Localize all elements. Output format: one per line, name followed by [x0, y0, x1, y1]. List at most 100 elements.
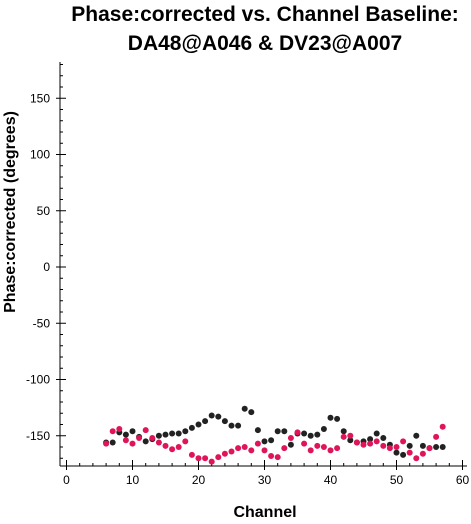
data-point	[307, 447, 314, 454]
x-tick-label: 20	[192, 473, 206, 487]
data-point	[274, 454, 281, 461]
data-point	[142, 438, 149, 445]
data-point	[419, 450, 426, 457]
data-point	[327, 447, 334, 454]
data-point	[155, 439, 162, 446]
data-point	[155, 432, 162, 439]
data-point	[406, 442, 413, 449]
x-tick-label: 60	[456, 473, 470, 487]
x-tick-label: 40	[324, 473, 338, 487]
data-point	[287, 435, 294, 441]
data-point	[400, 438, 407, 445]
data-point	[169, 430, 176, 437]
x-axis-label: Channel	[233, 504, 297, 521]
data-point	[142, 427, 149, 434]
data-point	[307, 432, 314, 439]
data-point	[162, 442, 169, 449]
data-point	[208, 412, 215, 419]
data-point	[109, 428, 116, 435]
axes	[59, 62, 467, 467]
data-point	[281, 445, 288, 452]
data-point	[433, 444, 440, 450]
data-series-1	[103, 405, 446, 458]
data-point	[215, 454, 222, 461]
data-point	[433, 433, 440, 440]
data-point	[175, 430, 182, 437]
data-point	[287, 441, 294, 448]
x-tick-label: 50	[390, 473, 404, 487]
data-points	[103, 405, 446, 465]
data-point	[129, 440, 136, 447]
data-point	[103, 440, 110, 447]
data-point	[182, 428, 189, 435]
data-point	[334, 445, 341, 452]
y-tick-label: -100	[26, 373, 50, 387]
data-point	[301, 440, 308, 447]
data-point	[380, 442, 387, 449]
data-point	[426, 445, 433, 452]
x-tick-label: 10	[126, 473, 140, 487]
y-tick-label: 150	[30, 91, 50, 105]
data-point	[314, 431, 321, 438]
data-point	[149, 435, 156, 441]
data-point	[419, 442, 426, 449]
data-point	[400, 451, 407, 458]
data-point	[122, 437, 129, 444]
data-point	[235, 445, 242, 452]
data-point	[347, 437, 354, 444]
data-point	[235, 422, 242, 429]
data-point	[327, 414, 334, 421]
data-point	[294, 429, 301, 436]
data-point	[254, 427, 261, 434]
data-point	[373, 430, 380, 437]
data-point	[360, 441, 367, 448]
data-point	[261, 447, 268, 454]
data-point	[406, 449, 413, 456]
data-point	[162, 431, 169, 438]
data-point	[386, 445, 393, 452]
y-tick-label: 50	[37, 204, 51, 218]
data-point	[175, 444, 182, 450]
data-point	[268, 453, 275, 459]
data-point	[393, 449, 400, 456]
data-series-2	[103, 423, 446, 465]
data-point	[202, 455, 209, 462]
data-point	[221, 450, 228, 457]
data-point	[188, 451, 195, 458]
data-point	[241, 444, 248, 450]
data-point	[129, 428, 136, 435]
data-point	[221, 418, 228, 425]
data-point	[320, 426, 327, 432]
y-axis-label: Phase:corrected (degrees)	[2, 111, 19, 313]
data-point	[228, 448, 235, 455]
x-tick-label: 30	[258, 473, 272, 487]
data-point	[380, 435, 387, 441]
data-point	[353, 439, 360, 446]
data-point	[373, 438, 380, 445]
data-point	[334, 415, 341, 422]
x-tick-label: 0	[63, 473, 70, 487]
data-point	[347, 432, 354, 439]
data-point	[340, 428, 347, 435]
data-point	[439, 444, 446, 450]
data-point	[254, 440, 261, 447]
data-point	[413, 432, 420, 439]
data-point	[281, 428, 288, 435]
data-point	[393, 444, 400, 450]
data-point	[248, 409, 255, 416]
y-tick-label: -50	[33, 316, 51, 330]
data-point	[182, 438, 189, 445]
data-point	[301, 430, 308, 437]
data-point	[241, 405, 248, 412]
data-point	[268, 437, 275, 444]
y-tick-label: 100	[30, 148, 50, 162]
data-point	[439, 423, 446, 430]
data-point	[274, 428, 281, 435]
data-point	[116, 426, 123, 432]
data-point	[340, 433, 347, 440]
data-point	[188, 424, 195, 431]
data-point	[169, 446, 176, 453]
data-point	[136, 435, 143, 441]
